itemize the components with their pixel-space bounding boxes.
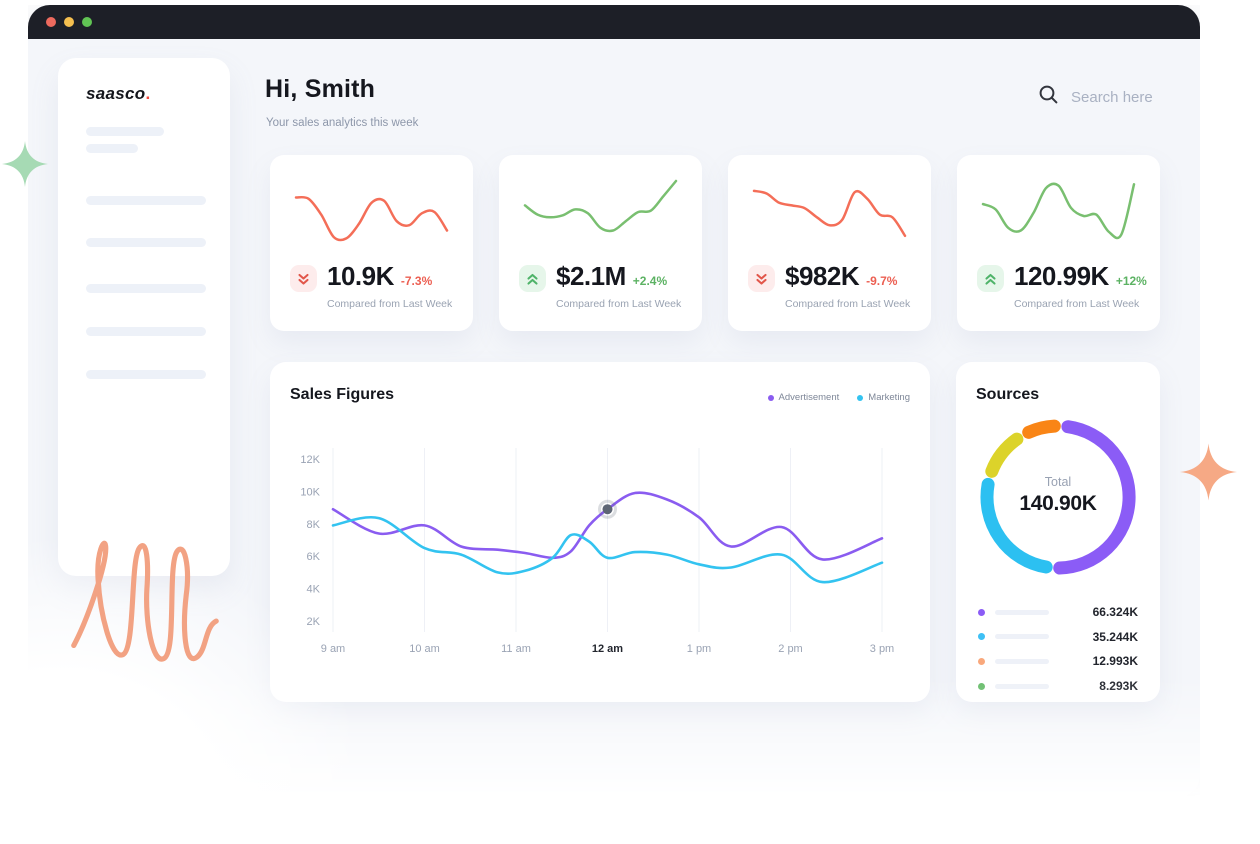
traffic-light-zoom[interactable] (82, 17, 92, 27)
stat-note: Compared from Last Week (785, 298, 911, 310)
trend-down-icon (748, 265, 775, 292)
svg-text:2 pm: 2 pm (778, 643, 802, 655)
stat-note: Compared from Last Week (556, 298, 682, 310)
source-skeleton-bar (995, 658, 1049, 664)
source-skeleton-bar (995, 609, 1049, 615)
stat-sparkline (752, 189, 907, 238)
sources-card: Sources Total 140.90K 66.324K 35.244K 12.9… (956, 362, 1160, 702)
stat-sparkline (294, 195, 449, 242)
source-value: 35.244K (1092, 629, 1138, 644)
svg-text:12K: 12K (300, 454, 320, 466)
sidebar-skeleton-item (86, 238, 206, 247)
source-legend-row[interactable]: 8.293K (978, 674, 1138, 699)
svg-text:9 am: 9 am (321, 643, 345, 655)
stat-card[interactable]: $2.1M +2.4% Compared from Last Week (499, 155, 702, 331)
traffic-light-close[interactable] (46, 17, 56, 27)
brand-name: saasco (86, 84, 146, 103)
search-input[interactable]: Search here (1038, 83, 1198, 111)
sales-figures-card: Sales Figures Advertisement Marketing 12… (270, 362, 930, 702)
trend-up-icon (519, 265, 546, 292)
page-subtitle: Your sales analytics this week (266, 117, 419, 129)
sidebar-skeleton-item (86, 284, 206, 293)
sidebar-skeleton-item (86, 144, 138, 153)
stat-card[interactable]: 10.9K -7.3% Compared from Last Week (270, 155, 473, 331)
source-legend-row[interactable]: 66.324K (978, 600, 1138, 625)
svg-text:1 pm: 1 pm (687, 643, 711, 655)
app-window: saasco. Hi, Smith Your sales analytics t… (28, 5, 1200, 797)
stat-value: $982K (785, 261, 860, 291)
source-dot-icon (978, 657, 985, 665)
brand-logo[interactable]: saasco. (86, 84, 151, 104)
source-dot-icon (978, 682, 985, 690)
legend-item-marketing[interactable]: Marketing (857, 392, 910, 403)
stat-value: 120.99K (1014, 261, 1109, 291)
stat-delta: +2.4% (632, 274, 668, 288)
source-skeleton-bar (995, 634, 1049, 640)
source-dot-icon (978, 633, 985, 641)
svg-text:8K: 8K (307, 519, 321, 531)
search-icon (1038, 84, 1059, 110)
source-skeleton-bar (995, 683, 1049, 689)
stat-value: 10.9K (327, 261, 394, 291)
sales-line-chart[interactable]: 12K 10K 8K 6K 4K 2K 9 am 10 am 11 am 12 am 1 pm 2 p… (280, 418, 920, 670)
stat-delta: +12% (1115, 274, 1147, 288)
stat-delta: -7.3% (400, 274, 433, 288)
traffic-light-minimize[interactable] (64, 17, 74, 27)
svg-text:6K: 6K (307, 551, 321, 563)
window-body: saasco. Hi, Smith Your sales analytics t… (28, 5, 1200, 797)
marketing-dot-icon (857, 394, 864, 401)
source-legend-row[interactable]: 35.244K (978, 625, 1138, 650)
svg-text:2K: 2K (307, 616, 321, 628)
stat-sparkline (523, 179, 678, 233)
legend-item-advertisement[interactable]: Advertisement (767, 392, 840, 403)
stat-note: Compared from Last Week (1014, 298, 1140, 310)
stat-card[interactable]: $982K -9.7% Compared from Last Week (728, 155, 931, 331)
svg-text:4K: 4K (307, 584, 321, 596)
legend-label: Advertisement (778, 392, 840, 403)
sidebar: saasco. (58, 58, 230, 576)
source-value: 66.324K (1092, 605, 1138, 620)
search-placeholder: Search here (1071, 88, 1153, 106)
sidebar-skeleton-item (86, 196, 206, 205)
stat-note: Compared from Last Week (327, 298, 453, 310)
brand-accent-dot: . (145, 84, 151, 103)
advertisement-dot-icon (767, 394, 774, 401)
svg-text:11 am: 11 am (501, 643, 531, 655)
svg-text:3 pm: 3 pm (870, 643, 894, 655)
source-value: 12.993K (1092, 654, 1138, 669)
source-legend-row[interactable]: 12.993K (978, 649, 1138, 674)
sidebar-skeleton-item (86, 370, 206, 379)
source-value: 8.293K (1099, 679, 1138, 694)
stat-value: $2.1M (556, 261, 626, 291)
svg-text:10K: 10K (300, 486, 320, 498)
stat-delta: -9.7% (866, 274, 898, 288)
sales-figures-title: Sales Figures (290, 386, 395, 403)
svg-text:12 am: 12 am (592, 643, 623, 655)
trend-up-icon (977, 265, 1004, 292)
sources-donut-chart[interactable] (973, 412, 1143, 582)
trend-down-icon (290, 265, 317, 292)
sidebar-skeleton-item (86, 127, 164, 136)
svg-text:10 am: 10 am (409, 643, 440, 655)
page-title: Hi, Smith (265, 75, 376, 103)
sources-title: Sources (976, 386, 1040, 403)
source-dot-icon (978, 608, 985, 616)
stat-sparkline (981, 182, 1136, 240)
stat-card[interactable]: 120.99K +12% Compared from Last Week (957, 155, 1160, 331)
sidebar-skeleton-item (86, 327, 206, 336)
window-titlebar (28, 5, 1200, 39)
stat-card-row: 10.9K -7.3% Compared from Last Week $2.1M +2… (270, 155, 1160, 331)
sources-legend: 66.324K 35.244K 12.993K 8.293K (978, 600, 1138, 698)
chart-legend: Advertisement Marketing (767, 392, 910, 403)
legend-label: Marketing (868, 392, 910, 403)
